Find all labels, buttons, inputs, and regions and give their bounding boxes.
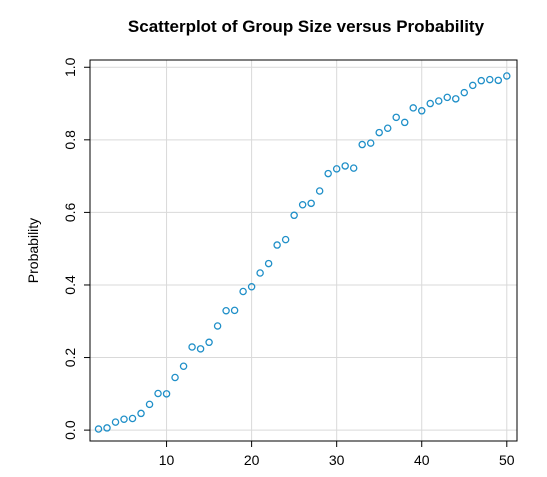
data-point: [103, 424, 111, 432]
data-point: [366, 139, 375, 147]
y-tick-label: 0.8: [62, 130, 78, 150]
data-point: [452, 95, 460, 103]
data-point: [443, 93, 452, 102]
data-point: [434, 97, 443, 105]
data-point: [137, 409, 145, 418]
data-point: [494, 76, 503, 85]
data-point: [239, 287, 247, 296]
x-tick-label: 30: [329, 452, 345, 468]
data-point: [281, 235, 290, 244]
y-tick-label: 0.2: [62, 348, 78, 368]
data-point: [171, 373, 179, 382]
data-point: [375, 128, 383, 137]
y-tick-label: 0.6: [62, 202, 78, 222]
grid-lines: [90, 60, 517, 441]
data-point: [247, 283, 256, 291]
data-point: [332, 165, 341, 173]
data-point: [503, 72, 511, 80]
y-axis: 0.0 0.2 0.4 0.6 0.8 1.0: [62, 57, 90, 440]
data-point: [460, 88, 469, 97]
data-point: [128, 414, 137, 423]
data-point: [383, 124, 392, 132]
y-axis-label: Probability: [25, 218, 41, 283]
data-point: [477, 76, 486, 85]
x-tick-label: 10: [159, 452, 175, 468]
data-point: [341, 162, 349, 170]
data-points: [94, 72, 511, 433]
data-point: [349, 164, 358, 172]
data-point: [400, 118, 409, 127]
data-point: [290, 211, 298, 220]
data-point: [358, 140, 366, 149]
data-point: [264, 259, 273, 268]
plot-frame: [89, 59, 518, 442]
data-point: [179, 362, 188, 371]
data-point: [162, 390, 171, 398]
data-point: [94, 425, 103, 433]
data-point: [256, 269, 264, 277]
data-point: [392, 113, 400, 122]
data-point: [120, 415, 128, 423]
chart-title: Scatterplot of Group Size versus Probabi…: [128, 17, 485, 36]
data-point: [154, 389, 162, 398]
data-point: [426, 99, 434, 108]
data-point: [307, 199, 315, 208]
data-point: [196, 345, 205, 353]
x-tick-label: 20: [244, 452, 260, 468]
data-point: [417, 107, 426, 115]
data-point: [409, 104, 417, 112]
data-point: [324, 169, 332, 178]
y-tick-label: 1.0: [62, 57, 78, 77]
data-point: [213, 322, 222, 330]
data-point: [111, 418, 120, 426]
x-tick-label: 50: [499, 452, 515, 468]
x-tick-label: 40: [414, 452, 430, 468]
y-tick-label: 0.0: [62, 420, 78, 440]
data-point: [230, 306, 239, 315]
data-point: [145, 400, 154, 409]
data-point: [469, 81, 477, 90]
x-axis: 10 20 30 40 50: [159, 441, 515, 468]
data-point: [188, 343, 196, 351]
data-point: [298, 201, 307, 209]
data-point: [273, 241, 281, 249]
data-point: [486, 75, 494, 84]
y-tick-label: 0.4: [62, 275, 78, 295]
data-point: [205, 338, 213, 347]
data-point: [315, 187, 324, 195]
data-point: [222, 306, 230, 315]
